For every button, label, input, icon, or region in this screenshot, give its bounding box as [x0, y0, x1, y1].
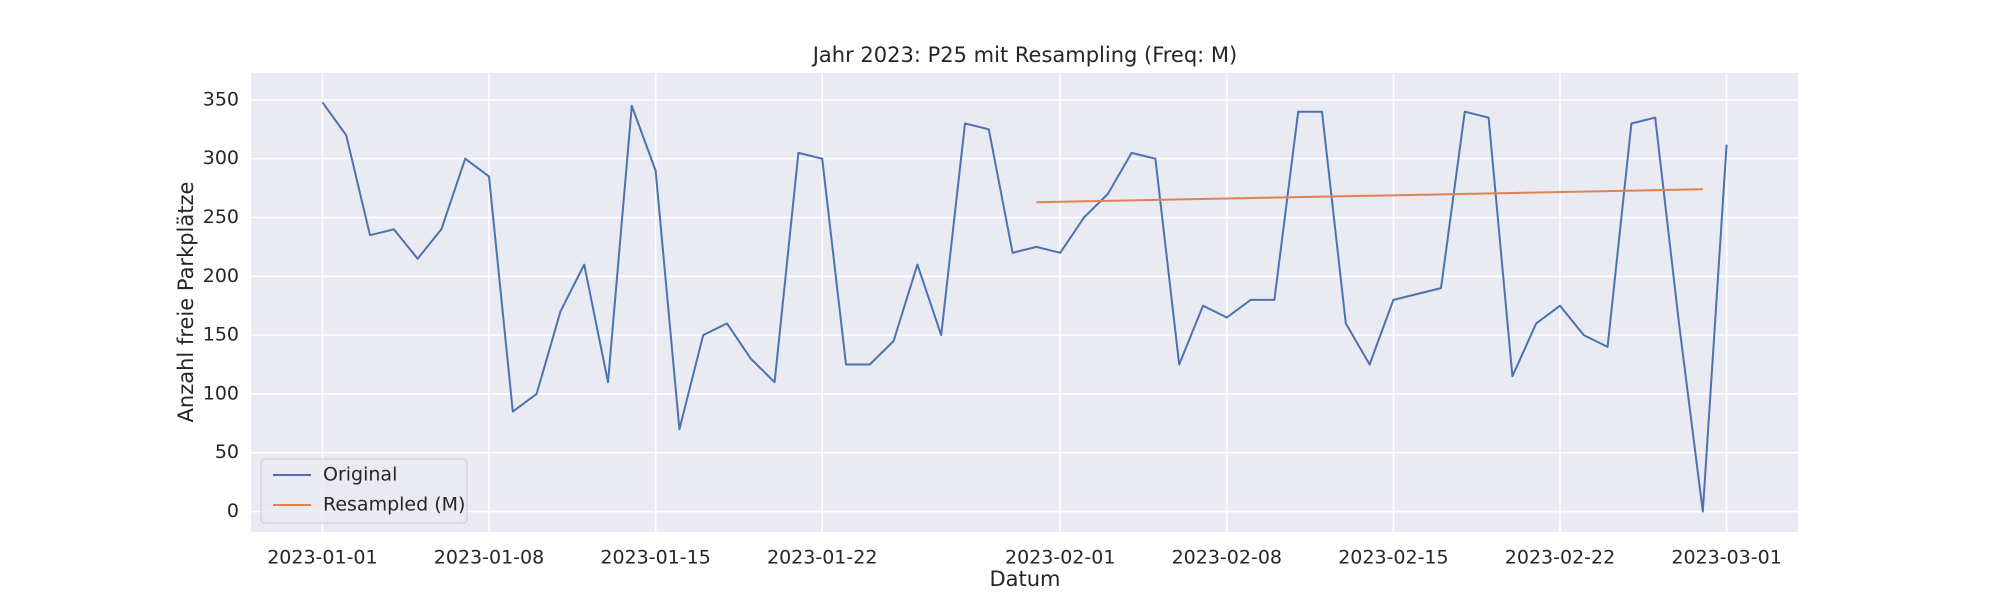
y-tick-label: 0 — [227, 500, 239, 522]
legend-label: Original — [323, 464, 397, 486]
y-tick-label: 250 — [203, 206, 239, 228]
y-tick-label: 150 — [203, 324, 239, 346]
y-tick-label: 350 — [203, 88, 239, 110]
x-tick-label: 2023-01-15 — [600, 547, 710, 569]
grid — [251, 73, 1798, 532]
chart-title: Jahr 2023: P25 mit Resampling (Freq: M) — [811, 43, 1238, 67]
y-tick-label: 300 — [203, 147, 239, 169]
x-tick-label: 2023-02-08 — [1172, 547, 1282, 569]
series-line — [321, 101, 1728, 513]
legend — [260, 458, 468, 524]
x-axis-label: Datum — [989, 567, 1060, 591]
x-tick-label: 2023-03-01 — [1671, 547, 1781, 569]
y-tick-label: 50 — [215, 441, 239, 463]
x-tick-label: 2023-02-22 — [1505, 547, 1615, 569]
x-tick-label: 2023-01-08 — [434, 547, 544, 569]
y-tick-label: 100 — [203, 382, 239, 404]
series-line — [1036, 188, 1703, 204]
x-tick-label: 2023-01-22 — [767, 547, 877, 569]
x-tick-label: 2023-01-01 — [267, 547, 377, 569]
legend-entries: Original Resampled (M) — [273, 464, 465, 516]
legend-label: Resampled (M) — [323, 494, 465, 516]
x-tick-label: 2023-02-01 — [1005, 547, 1115, 569]
y-tick-label: 200 — [203, 265, 239, 287]
y-axis-label: Anzahl freie Parkplätze — [174, 182, 198, 423]
x-tick-label: 2023-02-15 — [1338, 547, 1448, 569]
plot-area — [251, 73, 1798, 532]
lines — [321, 101, 1728, 513]
